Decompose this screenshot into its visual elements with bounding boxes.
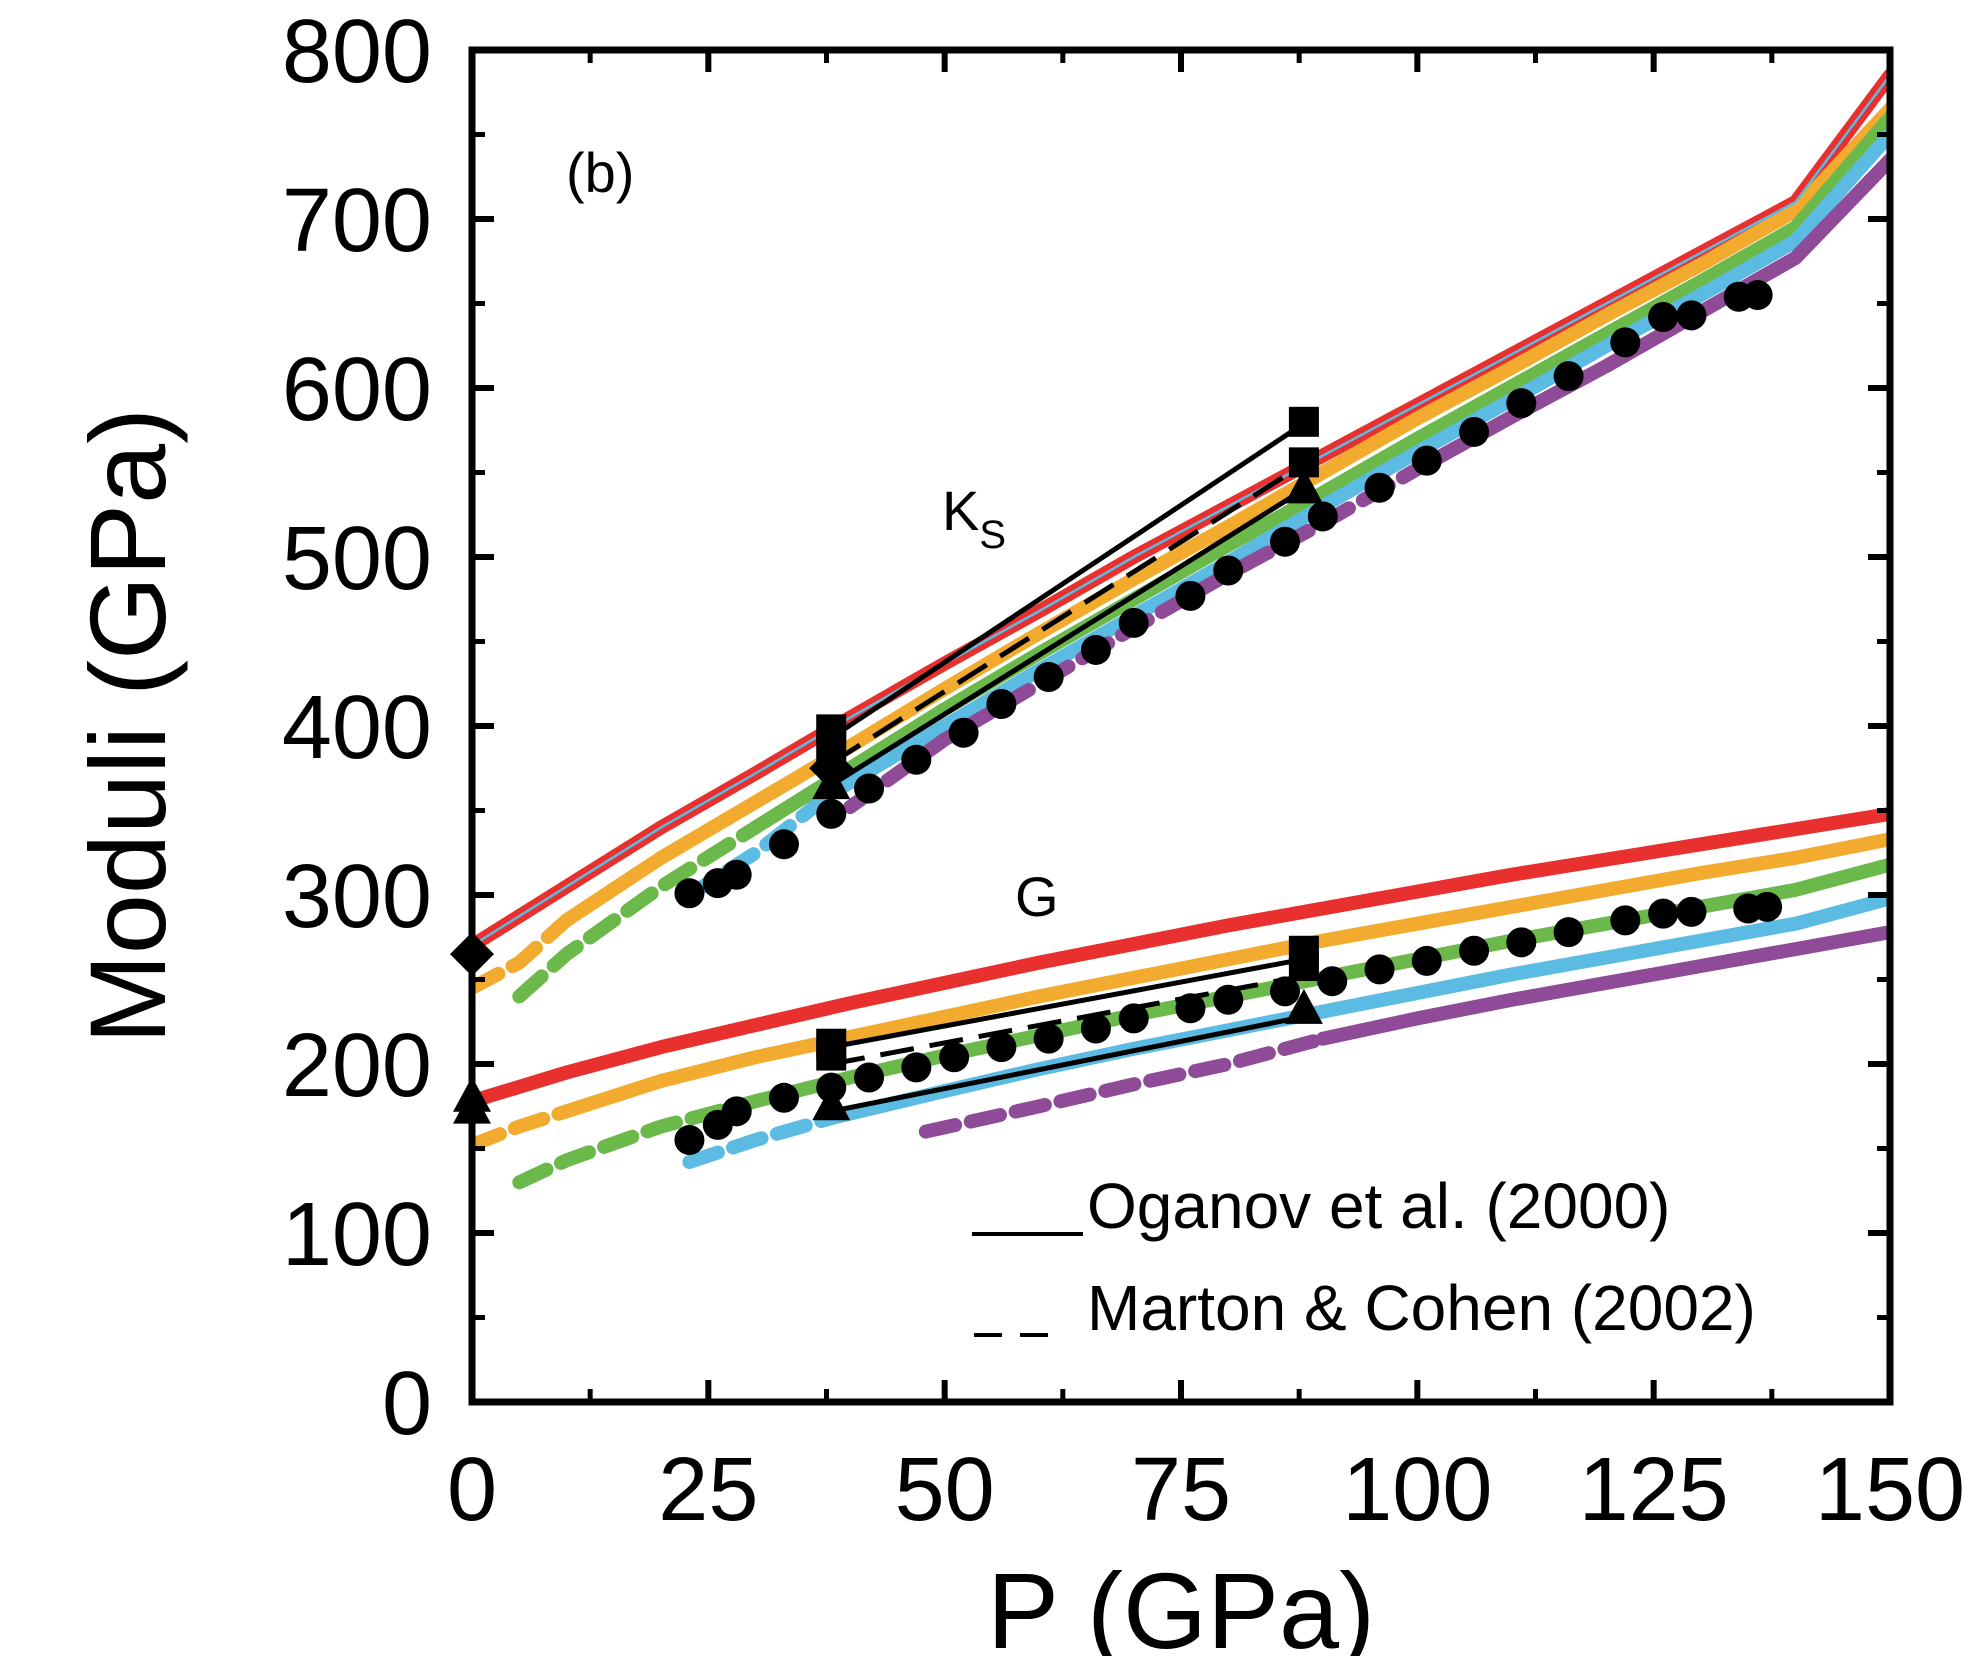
data-point-circle	[1459, 416, 1490, 447]
curve-ks-green-solid	[748, 110, 1890, 835]
data-point-circle	[1459, 935, 1490, 966]
reference-line-dashed	[829, 461, 1306, 766]
x-axis-title: P (GPa)	[987, 1550, 1375, 1656]
data-point-circle	[1610, 905, 1641, 936]
y-tick-label: 600	[282, 340, 432, 440]
data-point-circle	[1213, 555, 1244, 586]
data-point-circle	[721, 1096, 752, 1127]
data-point-circle	[854, 773, 885, 804]
curve-g-orange-solid	[559, 832, 1890, 1119]
data-point-circle	[1175, 580, 1206, 611]
curve-g-red-solid	[472, 806, 1890, 1109]
x-tick-label: 50	[895, 1440, 995, 1540]
y-tick-label: 200	[282, 1016, 432, 1116]
data-point-circle	[1411, 445, 1442, 476]
y-axis-title: Moduli (GPa)	[67, 408, 188, 1044]
data-point-circle	[1553, 917, 1584, 948]
data-point-circle	[948, 717, 979, 748]
curve-ks-purple-solid	[1410, 152, 1890, 477]
data-point-triangle	[1284, 468, 1323, 504]
data-point-circle	[986, 689, 1017, 720]
legend-label-marton: Marton & Cohen (2002)	[1087, 1272, 1756, 1344]
data-point-circle	[1118, 607, 1149, 638]
data-point-circle	[1213, 984, 1244, 1015]
data-point-circle	[901, 744, 932, 775]
curve-g-purple-dashed	[918, 1031, 1330, 1139]
curve-ks-green-dashed	[512, 820, 763, 1004]
data-point-square	[816, 1040, 847, 1071]
annotation-ks: KS	[942, 479, 1006, 557]
y-tick-label: 500	[282, 509, 432, 609]
reference-line-solid	[829, 421, 1306, 740]
data-point-circle	[1033, 1023, 1064, 1054]
y-tick-label: 0	[382, 1354, 432, 1454]
data-point-circle	[1364, 954, 1395, 985]
data-point-circle	[1648, 302, 1679, 333]
data-point-circle	[1033, 661, 1064, 692]
curve-ks-orange-solid	[559, 102, 1890, 928]
data-point-circle	[674, 1125, 705, 1156]
y-tick-label: 400	[282, 678, 432, 778]
data-point-triangle	[812, 1085, 851, 1121]
legend-label-oganov: Oganov et al. (2000)	[1087, 1170, 1670, 1242]
x-tick-label: 25	[658, 1440, 758, 1540]
annotation-g: G	[1015, 865, 1059, 928]
y-tick-label: 700	[282, 171, 432, 271]
reference-line-solid	[830, 956, 1305, 1050]
x-tick-label: 150	[1815, 1440, 1965, 1540]
annotation-ks-subscript: S	[979, 513, 1006, 557]
x-tick-label: 100	[1342, 1440, 1492, 1540]
panel-label: (b)	[566, 141, 634, 204]
x-tick-label: 0	[447, 1440, 497, 1540]
data-point-circle	[1676, 896, 1707, 927]
reference-line-solid	[829, 487, 1306, 788]
data-point-circle	[1269, 976, 1300, 1007]
data-point-circle	[1080, 634, 1111, 665]
data-point-circle	[1364, 472, 1395, 503]
data-point-circle	[1648, 898, 1679, 929]
data-point-circle	[1553, 361, 1584, 392]
x-tick-label: 125	[1579, 1440, 1729, 1540]
y-tick-label: 100	[282, 1185, 432, 1285]
data-point-circle	[816, 798, 847, 829]
curve-g-blue-dashed	[682, 1111, 839, 1169]
data-point-circle	[1175, 993, 1206, 1024]
data-point-circle	[721, 859, 752, 890]
curve-ks-red-highlight	[472, 74, 1890, 947]
data-point-circle	[1118, 1003, 1149, 1034]
data-point-circle	[1506, 927, 1537, 958]
data-point-circle	[1307, 501, 1338, 532]
data-point-triangle	[1284, 988, 1323, 1024]
data-point-circle	[1752, 891, 1783, 922]
data-point-circle	[768, 1082, 799, 1113]
curve-g-orange-dashed	[472, 1104, 574, 1153]
data-point-circle	[901, 1052, 932, 1083]
curve-g-purple-solid	[1315, 925, 1890, 1046]
data-point-square	[1288, 406, 1319, 437]
data-point-square	[1288, 950, 1319, 981]
y-tick-label: 800	[282, 2, 432, 102]
data-point-circle	[854, 1062, 885, 1093]
data-point-circle	[768, 829, 799, 860]
data-point-circle	[939, 1042, 970, 1073]
y-tick-label: 300	[282, 847, 432, 947]
data-point-circle	[1742, 280, 1773, 311]
data-point-circle	[986, 1032, 1017, 1063]
data-point-circle	[1506, 388, 1537, 419]
data-point-circle	[674, 878, 705, 909]
data-point-circle	[1610, 327, 1641, 358]
data-point-circle	[1411, 945, 1442, 976]
reference-line-solid	[830, 1014, 1305, 1114]
x-tick-label: 75	[1131, 1440, 1231, 1540]
data-point-diamond	[809, 746, 854, 791]
data-point-circle	[1269, 526, 1300, 557]
data-point-circle	[1676, 300, 1707, 331]
data-point-circle	[1080, 1013, 1111, 1044]
curve-ks-orange-dashed	[472, 913, 574, 995]
data-point-circle	[1317, 966, 1348, 997]
